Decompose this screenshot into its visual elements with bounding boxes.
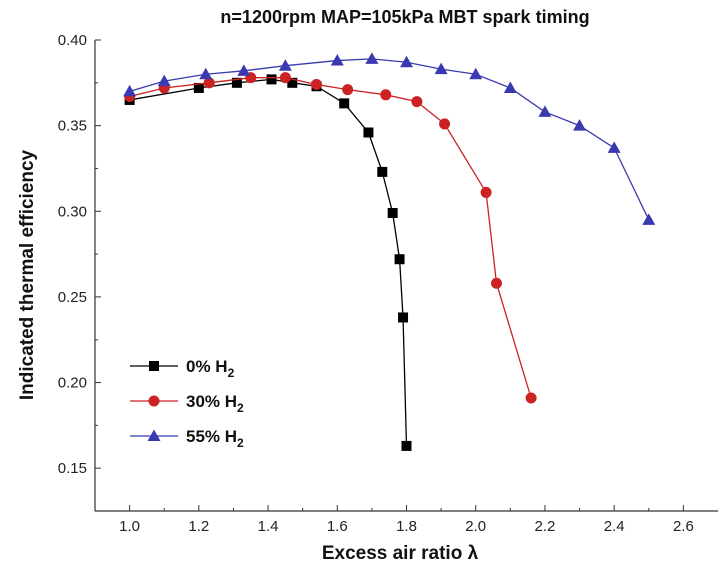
- data-point: [439, 118, 451, 130]
- series-layer: [123, 52, 656, 451]
- data-point: [642, 213, 656, 225]
- x-tick-label: 1.8: [396, 518, 417, 535]
- series-line: [129, 77, 532, 399]
- data-point: [377, 166, 388, 177]
- legend-marker: [147, 429, 161, 441]
- y-tick-label: 0.30: [58, 203, 87, 220]
- data-point: [157, 74, 171, 87]
- data-point: [365, 52, 379, 64]
- legend-label: 30% H2: [186, 392, 244, 415]
- data-point: [411, 96, 423, 108]
- legend-label: 55% H2: [186, 427, 244, 450]
- chart-title: n=1200rpm MAP=105kPa MBT spark timing: [220, 7, 589, 27]
- x-tick-label: 2.4: [604, 518, 625, 535]
- legend-item: 55% H2: [130, 427, 244, 450]
- x-axis: 1.0 1.2 1.4 1.6 1.8 2.0 2.2 2.4 2.6: [119, 505, 694, 535]
- data-point: [330, 54, 344, 66]
- data-point: [480, 186, 492, 198]
- data-point: [266, 74, 277, 85]
- data-point: [193, 82, 204, 93]
- legend-marker: [149, 361, 159, 371]
- y-tick-label: 0.15: [58, 460, 87, 477]
- data-point: [339, 98, 350, 109]
- data-point: [199, 67, 213, 80]
- x-tick-label: 1.2: [188, 518, 209, 535]
- data-point: [469, 67, 483, 80]
- x-tick-label: 1.0: [119, 518, 140, 535]
- data-point: [398, 312, 409, 323]
- data-point: [363, 127, 374, 138]
- data-point: [503, 81, 517, 93]
- data-point: [287, 77, 298, 88]
- legend-item: 30% H2: [130, 392, 244, 415]
- series-circle: [124, 72, 537, 404]
- series-square: [124, 74, 412, 451]
- legend-label: 0% H2: [186, 357, 235, 380]
- data-point: [311, 79, 323, 91]
- data-point: [203, 77, 215, 89]
- data-point: [237, 64, 251, 76]
- data-point: [400, 55, 413, 68]
- x-axis-label: Excess air ratio λ: [322, 543, 479, 564]
- y-tick-label: 0.40: [58, 32, 87, 49]
- y-tick-label: 0.25: [58, 289, 87, 306]
- y-tick-label: 0.20: [58, 375, 87, 392]
- data-point: [387, 207, 398, 218]
- series-triangle: [123, 52, 656, 225]
- data-point: [538, 105, 552, 117]
- data-point: [279, 72, 291, 84]
- legend-item: 0% H2: [130, 357, 235, 380]
- legend-label-subscript: 2: [237, 401, 244, 415]
- data-point: [490, 277, 502, 289]
- data-point: [607, 141, 621, 153]
- x-tick-label: 2.6: [673, 518, 694, 535]
- x-tick-label: 2.2: [535, 518, 556, 535]
- legend-label-text: 55% H: [186, 427, 237, 446]
- data-point: [278, 59, 292, 71]
- data-point: [231, 77, 242, 88]
- data-point: [525, 392, 537, 404]
- legend-marker: [148, 395, 160, 407]
- y-axis-label: Indicated thermal efficiency: [17, 149, 38, 400]
- data-point: [434, 62, 448, 75]
- data-point: [342, 84, 354, 96]
- x-tick-label: 1.4: [258, 518, 279, 535]
- data-point: [123, 84, 137, 97]
- x-tick-label: 1.6: [327, 518, 348, 535]
- data-point: [394, 254, 405, 265]
- legend-label-subscript: 2: [237, 436, 244, 450]
- data-point: [573, 119, 587, 131]
- y-tick-label: 0.35: [58, 118, 87, 135]
- y-axis: 0.15 0.20 0.25 0.30 0.35 0.40: [58, 32, 101, 477]
- legend-label-text: 0% H: [186, 357, 228, 376]
- legend-label-subscript: 2: [228, 366, 235, 380]
- data-point: [401, 440, 412, 451]
- x-tick-label: 2.0: [465, 518, 486, 535]
- legend-label-text: 30% H: [186, 392, 237, 411]
- data-point: [380, 89, 392, 101]
